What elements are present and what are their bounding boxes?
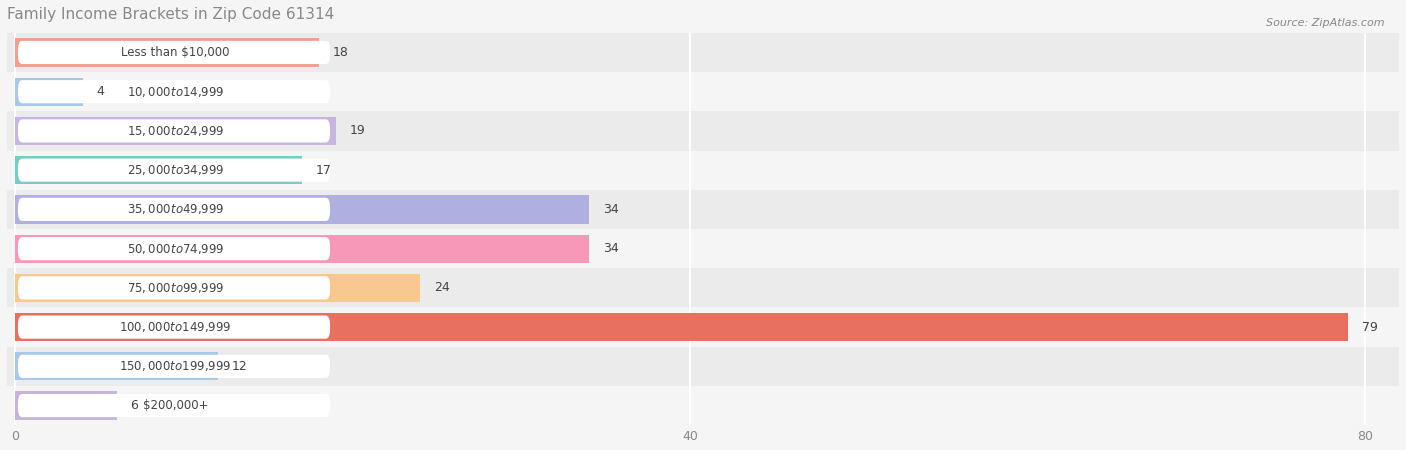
Text: 19: 19 bbox=[350, 124, 366, 137]
Bar bbox=[7, 268, 1399, 307]
FancyBboxPatch shape bbox=[18, 394, 330, 417]
Bar bbox=[7, 346, 1399, 386]
Bar bbox=[15, 77, 83, 106]
Bar bbox=[7, 386, 1399, 425]
FancyBboxPatch shape bbox=[18, 158, 330, 182]
Bar bbox=[7, 190, 1399, 229]
Bar bbox=[7, 151, 1399, 190]
Text: 18: 18 bbox=[333, 46, 349, 59]
Text: 34: 34 bbox=[603, 203, 619, 216]
Text: $25,000 to $34,999: $25,000 to $34,999 bbox=[127, 163, 225, 177]
Bar bbox=[15, 274, 420, 302]
FancyBboxPatch shape bbox=[18, 80, 330, 103]
Text: $75,000 to $99,999: $75,000 to $99,999 bbox=[127, 281, 225, 295]
FancyBboxPatch shape bbox=[18, 119, 330, 143]
Text: $200,000+: $200,000+ bbox=[143, 399, 208, 412]
Bar bbox=[15, 392, 117, 420]
FancyBboxPatch shape bbox=[18, 315, 330, 339]
Text: $10,000 to $14,999: $10,000 to $14,999 bbox=[127, 85, 225, 99]
Text: 4: 4 bbox=[97, 85, 104, 98]
Bar bbox=[7, 307, 1399, 346]
Text: $150,000 to $199,999: $150,000 to $199,999 bbox=[120, 360, 232, 374]
Bar bbox=[7, 229, 1399, 268]
Text: Source: ZipAtlas.com: Source: ZipAtlas.com bbox=[1267, 18, 1385, 28]
Bar bbox=[7, 72, 1399, 111]
Text: Family Income Brackets in Zip Code 61314: Family Income Brackets in Zip Code 61314 bbox=[7, 7, 335, 22]
Text: 12: 12 bbox=[232, 360, 247, 373]
Text: 24: 24 bbox=[434, 281, 450, 294]
FancyBboxPatch shape bbox=[18, 355, 330, 378]
Bar bbox=[7, 33, 1399, 72]
Bar bbox=[15, 195, 589, 224]
Bar bbox=[7, 111, 1399, 151]
FancyBboxPatch shape bbox=[18, 41, 330, 64]
Bar bbox=[15, 156, 302, 184]
FancyBboxPatch shape bbox=[18, 237, 330, 260]
FancyBboxPatch shape bbox=[18, 198, 330, 221]
Text: Less than $10,000: Less than $10,000 bbox=[121, 46, 231, 59]
Text: 17: 17 bbox=[316, 164, 332, 177]
Text: $50,000 to $74,999: $50,000 to $74,999 bbox=[127, 242, 225, 256]
Text: $35,000 to $49,999: $35,000 to $49,999 bbox=[127, 202, 225, 216]
Text: 34: 34 bbox=[603, 242, 619, 255]
Text: $15,000 to $24,999: $15,000 to $24,999 bbox=[127, 124, 225, 138]
Bar bbox=[15, 352, 218, 380]
Bar bbox=[15, 313, 1348, 341]
Text: $100,000 to $149,999: $100,000 to $149,999 bbox=[120, 320, 232, 334]
Bar bbox=[15, 117, 336, 145]
Text: 6: 6 bbox=[131, 399, 138, 412]
Bar bbox=[15, 38, 319, 67]
FancyBboxPatch shape bbox=[18, 276, 330, 299]
Bar bbox=[15, 234, 589, 263]
Text: 79: 79 bbox=[1362, 320, 1378, 333]
